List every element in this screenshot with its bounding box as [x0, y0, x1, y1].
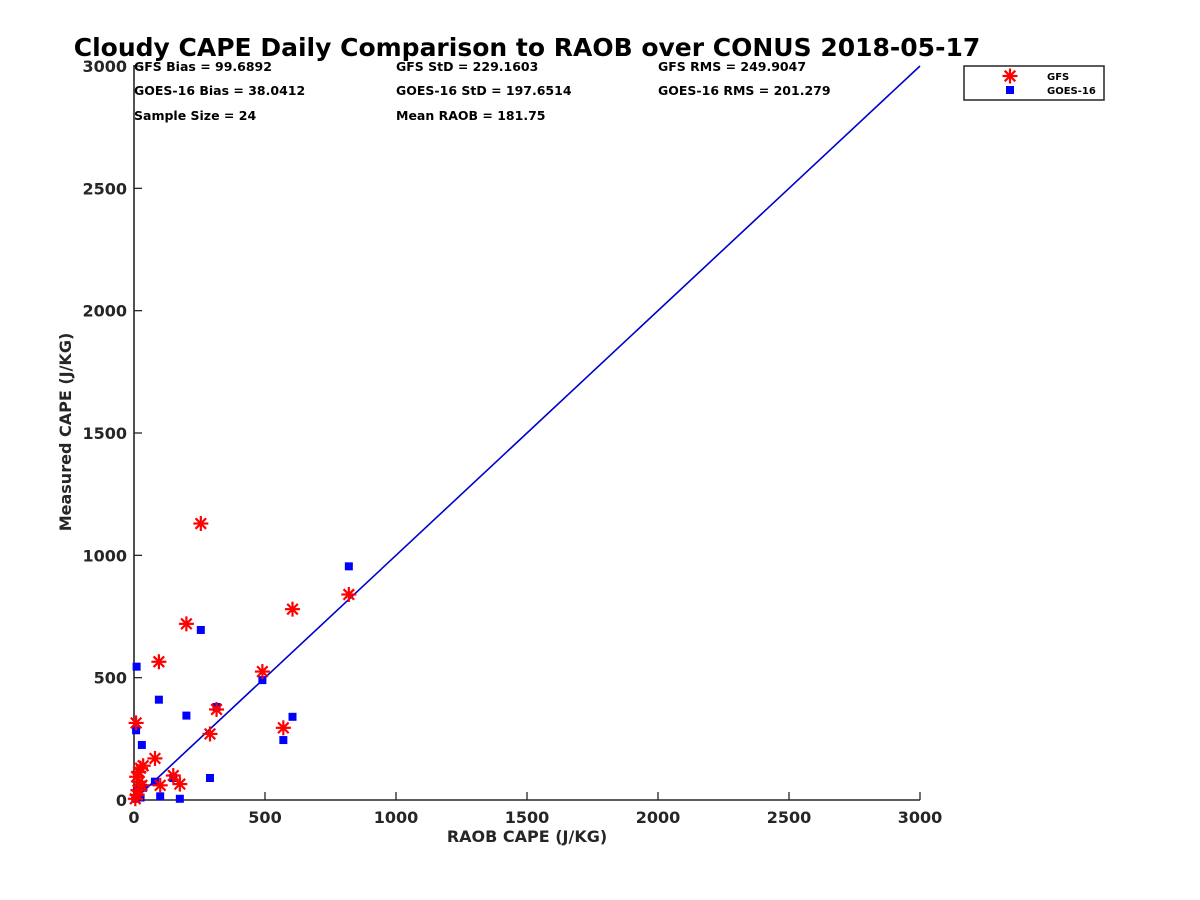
x-ticks: 0 500 1000 1500 2000 2500 3000 — [128, 792, 942, 827]
stats-block: GFS Bias = 99.6892 GFS StD = 229.1603 GFS … — [134, 59, 831, 123]
gfs-point — [254, 664, 270, 680]
x-tick-label: 1000 — [374, 808, 419, 827]
x-tick-label: 0 — [128, 808, 139, 827]
goes-16-point — [344, 562, 353, 571]
goes-16-point — [150, 777, 159, 786]
y-tick-label: 2000 — [82, 302, 127, 321]
goes-16-point — [279, 736, 288, 745]
legend-marker-gfs — [1002, 68, 1018, 84]
legend-label: GOES-16 — [1047, 86, 1096, 97]
x-tick-label: 500 — [248, 808, 281, 827]
reference-line — [133, 65, 921, 801]
x-axis-label: RAOB CAPE (J/KG) — [447, 827, 607, 846]
goes-16-point — [196, 625, 205, 634]
stat-text: Mean RAOB = 181.75 — [396, 108, 545, 123]
y-ticks: 0 500 1000 1500 2000 2500 3000 — [82, 57, 142, 810]
y-tick-label: 1000 — [82, 546, 127, 565]
gfs-point — [341, 586, 357, 602]
goes-16-point — [154, 695, 163, 704]
legend: GFS GOES-16 — [963, 65, 1105, 101]
gfs-point — [285, 601, 301, 617]
x-tick-label: 2500 — [767, 808, 812, 827]
gfs-point — [275, 720, 291, 736]
legend-label: GFS — [1047, 72, 1069, 83]
goes-16-point — [182, 711, 191, 720]
gfs-point — [178, 616, 194, 632]
goes-16-point — [132, 662, 141, 671]
y-tick-label: 3000 — [82, 57, 127, 76]
goes-16-point — [288, 712, 297, 721]
reference-line-group — [133, 65, 921, 801]
stat-text: GFS StD = 229.1603 — [396, 59, 538, 74]
goes-16-point — [205, 773, 214, 782]
goes-16-point — [175, 794, 184, 803]
x-tick-label: 2000 — [636, 808, 681, 827]
gfs-point — [134, 777, 150, 793]
stat-text: GOES-16 Bias = 38.0412 — [134, 83, 305, 98]
stat-text: GFS Bias = 99.6892 — [134, 59, 272, 74]
goes-16-point — [137, 740, 146, 749]
y-tick-label: 0 — [116, 791, 127, 810]
gfs-point — [209, 701, 225, 717]
y-tick-label: 1500 — [82, 424, 127, 443]
gfs-point — [147, 750, 163, 766]
gfs-point — [152, 777, 168, 793]
x-tick-label: 3000 — [898, 808, 943, 827]
y-tick-label: 500 — [94, 669, 127, 688]
x-tick-label: 1500 — [505, 808, 550, 827]
gfs-point — [151, 654, 167, 670]
gfs-point — [172, 776, 188, 792]
stat-text: GOES-16 RMS = 201.279 — [658, 83, 831, 98]
gfs-point — [128, 715, 144, 731]
gfs-point — [135, 758, 151, 774]
stat-text: GOES-16 StD = 197.6514 — [396, 83, 572, 98]
y-axis-label: Measured CAPE (J/KG) — [56, 333, 75, 532]
chart-title: Cloudy CAPE Daily Comparison to RAOB ove… — [74, 33, 980, 62]
stat-text: Sample Size = 24 — [134, 108, 256, 123]
y-tick-label: 2500 — [82, 179, 127, 198]
gfs-point — [193, 516, 209, 532]
goes-16-point — [258, 676, 267, 685]
gfs-point — [202, 726, 218, 742]
data-points — [127, 516, 357, 807]
stat-text: GFS RMS = 249.9047 — [658, 59, 806, 74]
legend-box — [963, 65, 1105, 101]
legend-marker-goes-16 — [1006, 86, 1014, 94]
goes-16-point — [156, 792, 165, 801]
gfs-point — [165, 768, 181, 784]
